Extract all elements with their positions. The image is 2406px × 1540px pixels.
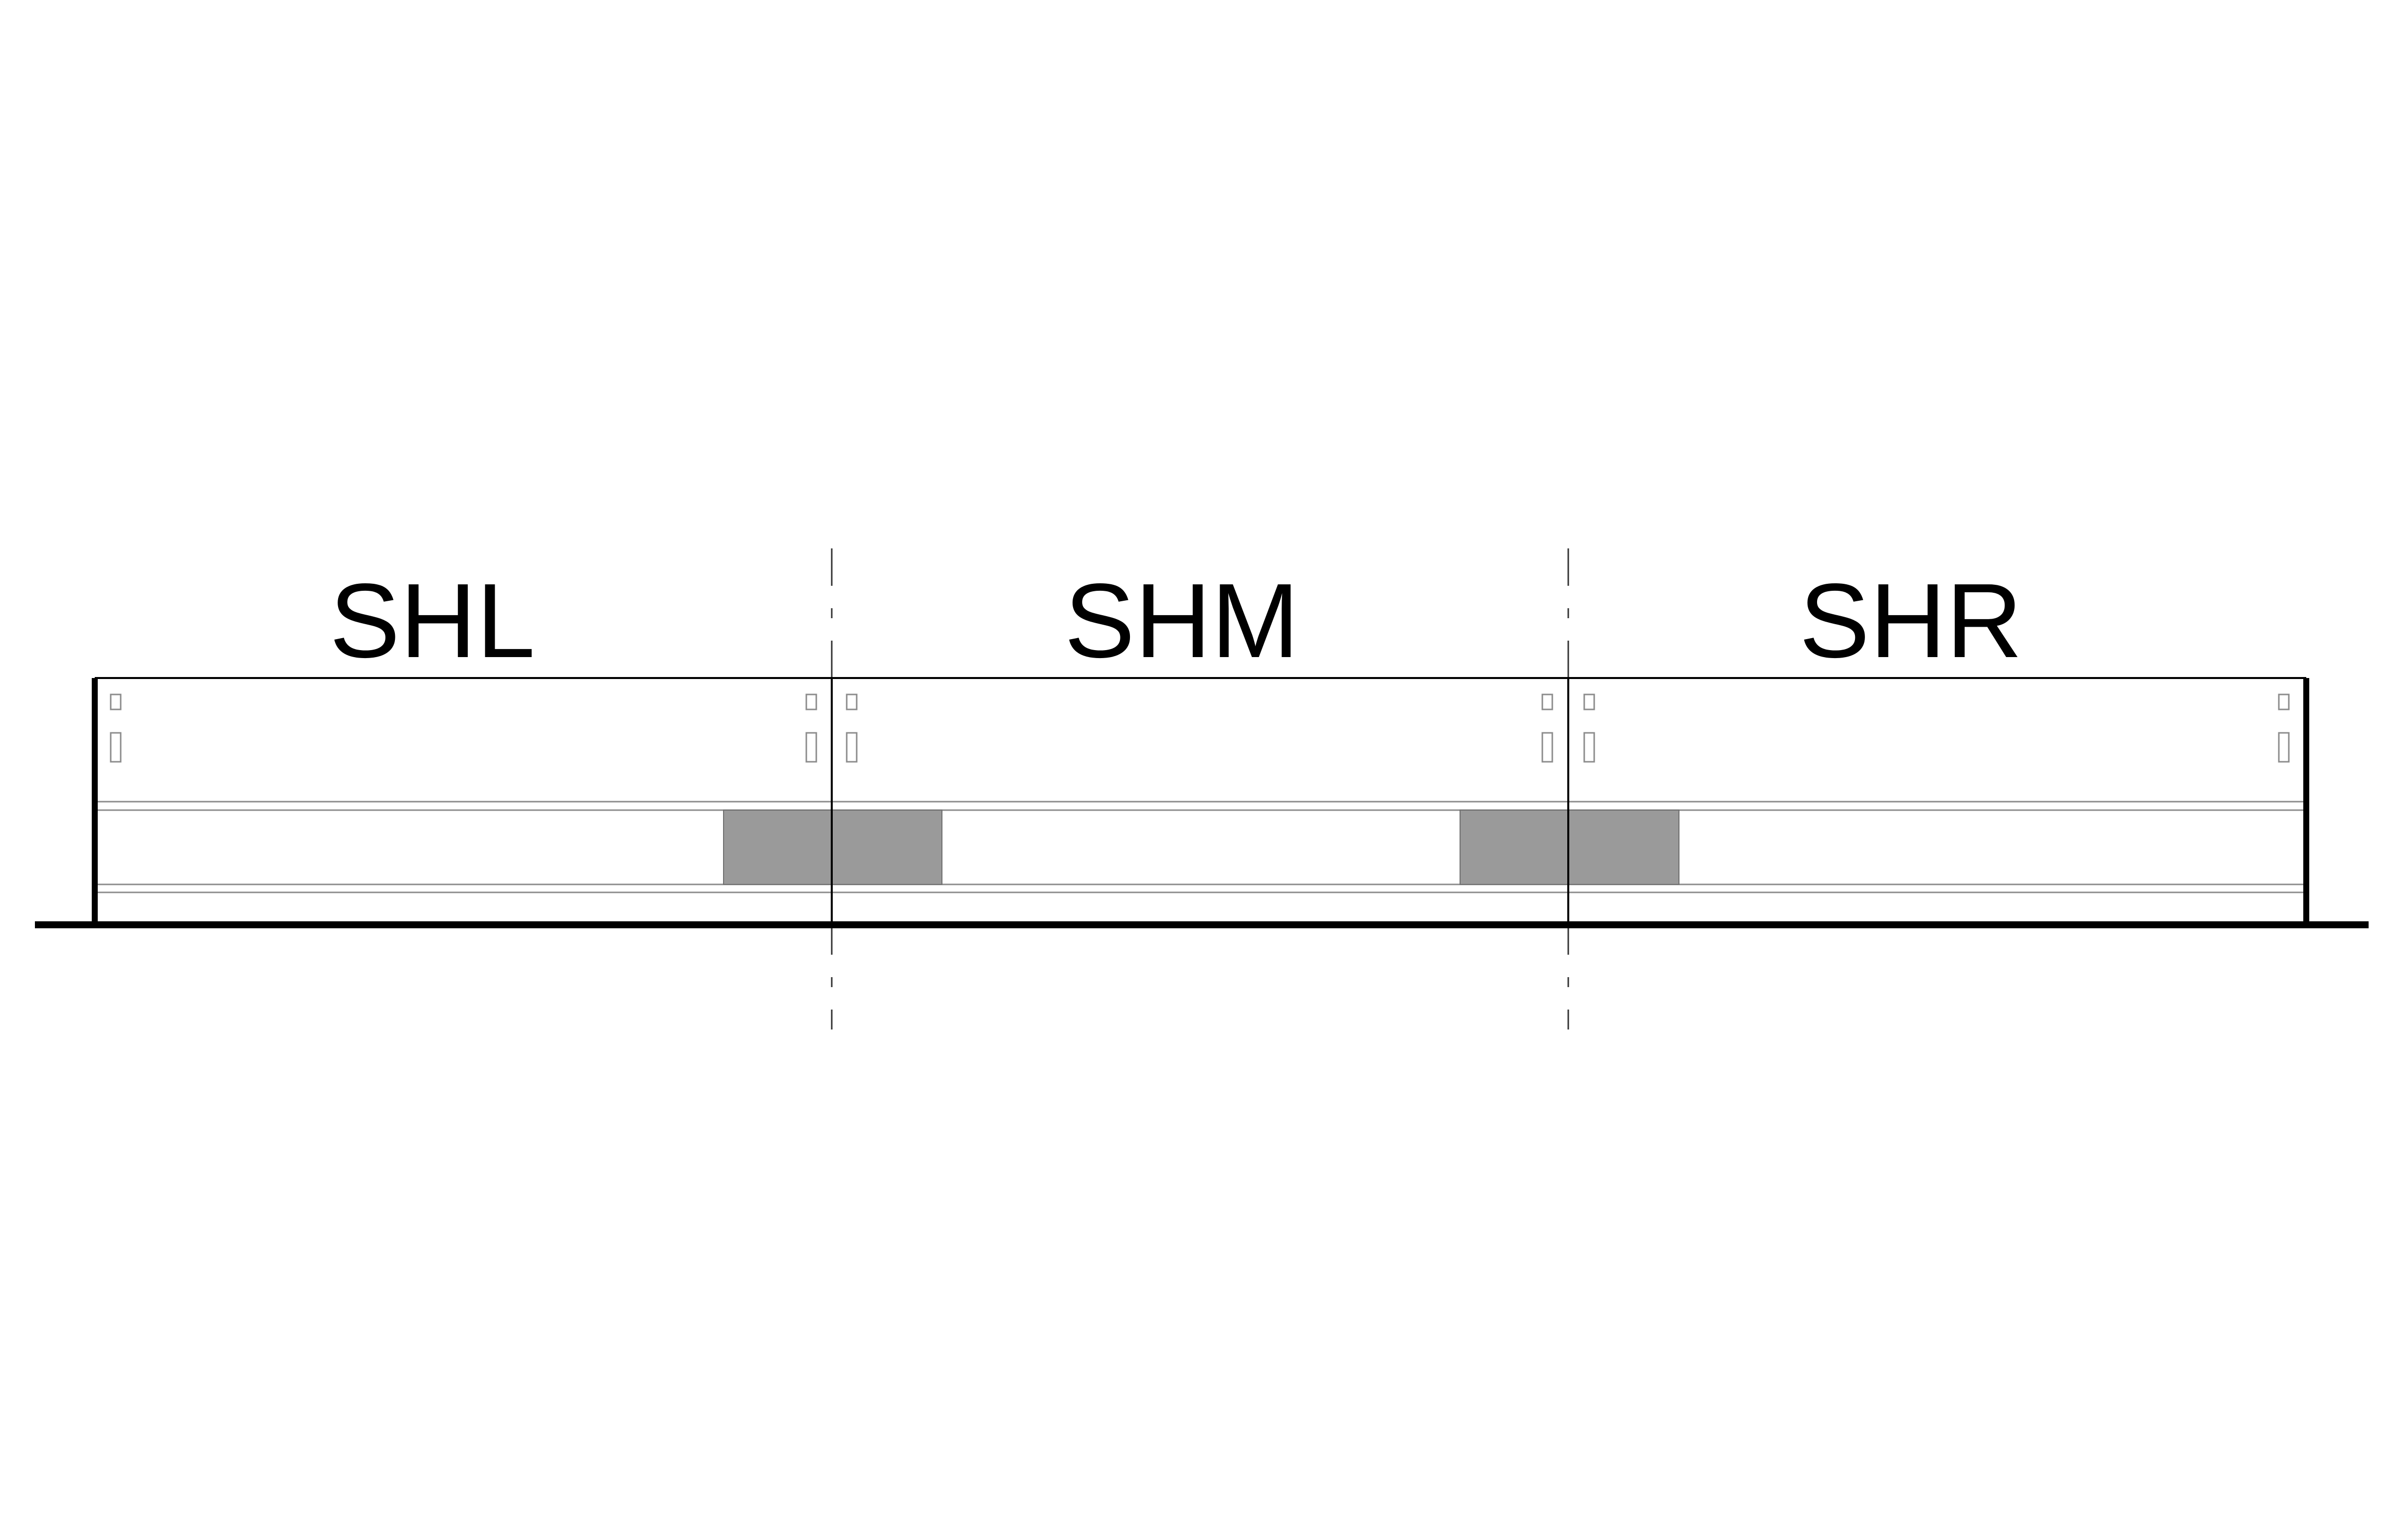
slot-square-icon	[1541, 693, 1553, 710]
mounting-slots	[110, 693, 2290, 763]
section-label-shr: SHR	[1799, 561, 2023, 680]
joint-block-shm-shr	[1460, 810, 1679, 885]
slot-tall-icon	[846, 732, 858, 763]
slot-square-icon	[805, 693, 817, 710]
section-label-shl: SHL	[330, 561, 535, 680]
section-divider-lines	[831, 548, 1569, 1029]
slot-tall-icon	[2278, 732, 2290, 763]
slot-square-icon	[2278, 693, 2290, 710]
slot-tall-icon	[805, 732, 817, 763]
slot-tall-icon	[1583, 732, 1595, 763]
slot-square-icon	[846, 693, 858, 710]
section-label-shm: SHM	[1064, 561, 1299, 680]
slot-tall-icon	[1541, 732, 1553, 763]
slot-tall-icon	[110, 732, 122, 763]
panel-joint-lines	[831, 678, 1569, 925]
slot-square-icon	[110, 693, 122, 710]
slot-square-icon	[1583, 693, 1595, 710]
horizontal-bands	[98, 801, 2303, 893]
